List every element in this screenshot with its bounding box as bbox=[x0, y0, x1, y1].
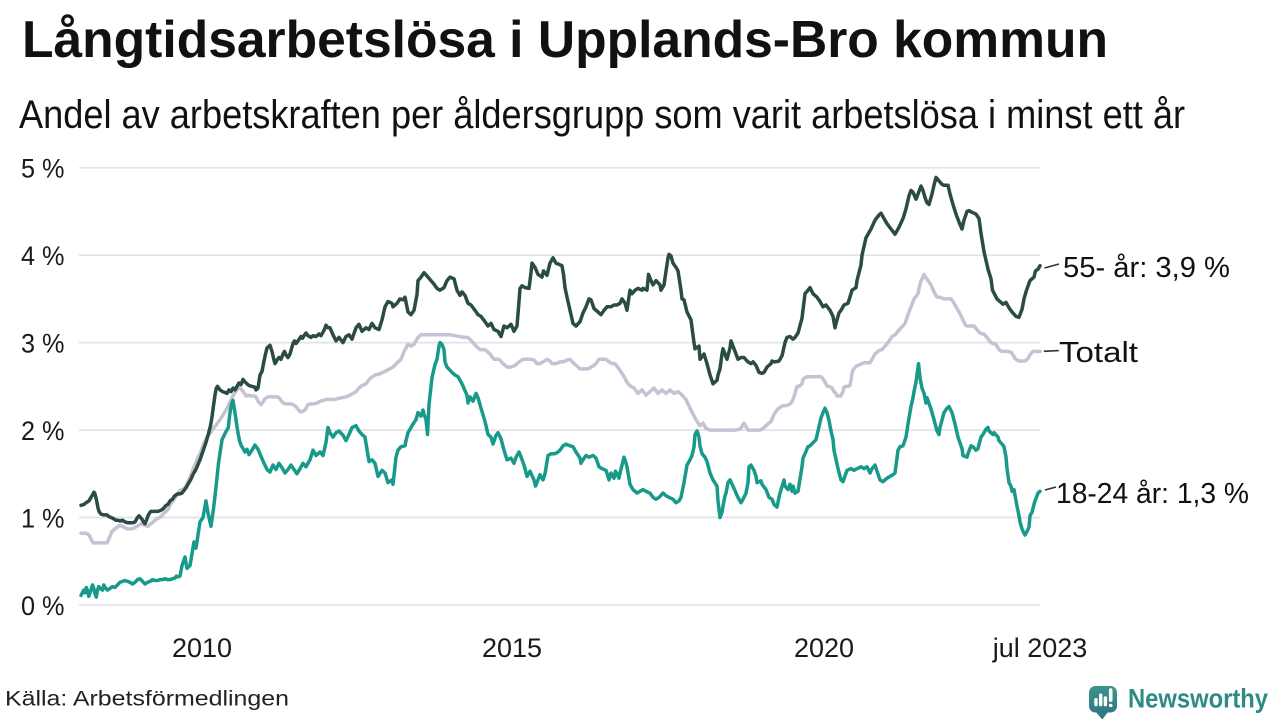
svg-text:2020: 2020 bbox=[794, 633, 854, 663]
svg-text:Newsworthy: Newsworthy bbox=[1128, 684, 1268, 714]
svg-text:2 %: 2 % bbox=[21, 416, 65, 446]
svg-text:55- år: 3,9 %: 55- år: 3,9 % bbox=[1063, 252, 1230, 284]
svg-text:3 %: 3 % bbox=[21, 328, 65, 358]
svg-text:Långtidsarbetslösa i Upplands-: Långtidsarbetslösa i Upplands-Bro kommun bbox=[22, 10, 1108, 68]
svg-text:4 %: 4 % bbox=[21, 241, 65, 271]
svg-text:2015: 2015 bbox=[482, 633, 542, 663]
svg-text:Källa: Arbetsförmedlingen: Källa: Arbetsförmedlingen bbox=[5, 688, 289, 711]
svg-text:Totalt: Totalt bbox=[1059, 337, 1138, 369]
svg-text:jul 2023: jul 2023 bbox=[992, 633, 1088, 663]
svg-text:18-24 år: 1,3 %: 18-24 år: 1,3 % bbox=[1056, 478, 1249, 510]
svg-text:0 %: 0 % bbox=[21, 591, 65, 621]
svg-text:Andel av arbetskraften per åld: Andel av arbetskraften per åldersgrupp s… bbox=[19, 93, 1185, 137]
svg-text:2010: 2010 bbox=[172, 633, 232, 663]
svg-text:1 %: 1 % bbox=[21, 503, 65, 533]
svg-text:5 %: 5 % bbox=[21, 154, 65, 184]
